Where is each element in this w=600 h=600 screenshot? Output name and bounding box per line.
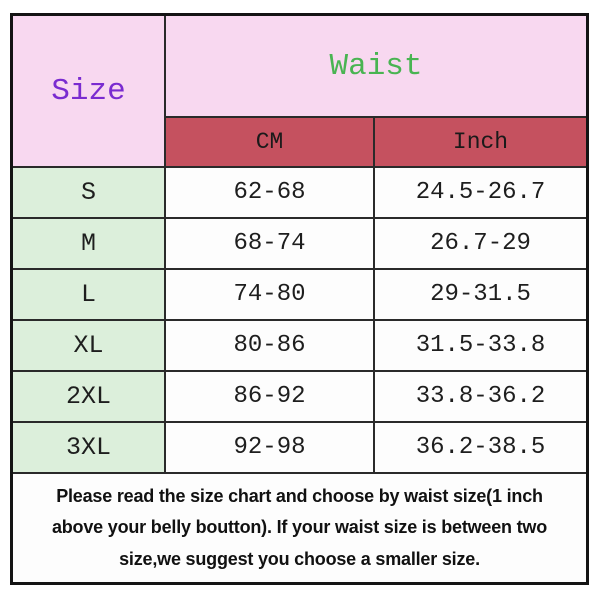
size-chart-table: Size Waist CM Inch S 62-68 24.5-26.7 M 6…: [10, 13, 589, 585]
size-cell: 2XL: [13, 372, 164, 421]
inch-value-cell: 31.5-33.8: [375, 321, 586, 370]
size-note-line: Please read the size chart and choose by…: [56, 485, 543, 506]
inch-value-cell: 36.2-38.5: [375, 423, 586, 472]
cm-value-cell: 68-74: [166, 219, 373, 268]
cm-value-cell: 86-92: [166, 372, 373, 421]
cm-column-header: CM: [166, 118, 373, 166]
cm-value-cell: 74-80: [166, 270, 373, 319]
inch-value-cell: 33.8-36.2: [375, 372, 586, 421]
size-note-line: size,we suggest you choose a smaller siz…: [119, 548, 480, 569]
waist-group-header: Waist: [166, 16, 586, 116]
size-column-header: Size: [13, 16, 164, 166]
inch-value-cell: 29-31.5: [375, 270, 586, 319]
size-note: Please read the size chart and choose by…: [13, 474, 586, 582]
size-cell: XL: [13, 321, 164, 370]
inch-value-cell: 26.7-29: [375, 219, 586, 268]
size-cell: 3XL: [13, 423, 164, 472]
cm-value-cell: 92-98: [166, 423, 373, 472]
inch-column-header: Inch: [375, 118, 586, 166]
cm-value-cell: 80-86: [166, 321, 373, 370]
cm-value-cell: 62-68: [166, 168, 373, 217]
size-cell: L: [13, 270, 164, 319]
size-cell: M: [13, 219, 164, 268]
size-note-line: above your belly boutton). If your waist…: [51, 517, 548, 538]
inch-value-cell: 24.5-26.7: [375, 168, 586, 217]
size-cell: S: [13, 168, 164, 217]
